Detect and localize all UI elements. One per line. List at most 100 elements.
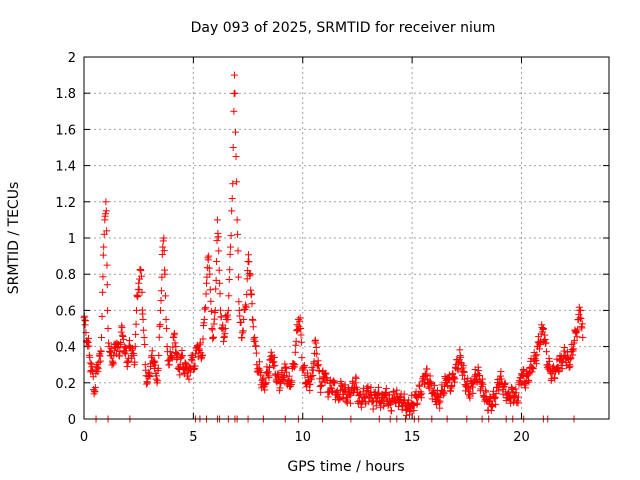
data-point (355, 391, 363, 399)
data-point (579, 334, 587, 342)
data-point (100, 243, 108, 251)
data-point (99, 251, 107, 259)
data-point (427, 380, 435, 388)
data-point (102, 198, 110, 206)
data-point (236, 312, 244, 320)
data-point (234, 230, 242, 238)
data-point (98, 334, 105, 342)
data-point (99, 273, 107, 281)
data-point (252, 349, 260, 357)
data-point (86, 359, 94, 367)
data-point (103, 227, 111, 235)
data-point (158, 273, 166, 281)
data-point (375, 389, 383, 397)
data-point (85, 342, 93, 350)
data-point (265, 374, 273, 382)
data-point (103, 281, 111, 289)
data-point (221, 324, 229, 332)
x-axis-title: GPS time / hours (287, 459, 404, 475)
data-point (212, 276, 220, 284)
data-point (87, 366, 95, 374)
data-point (454, 366, 462, 374)
data-point (174, 350, 182, 358)
data-point (469, 383, 476, 391)
data-point (104, 306, 112, 314)
data-point (578, 320, 586, 328)
data-point (367, 383, 375, 391)
y-tick-label: 1.6 (55, 123, 76, 138)
data-point (207, 307, 215, 315)
data-point (248, 300, 256, 308)
data-point (501, 379, 509, 387)
data-point (575, 310, 583, 318)
data-point (231, 71, 238, 79)
data-point (245, 251, 252, 259)
data-point (233, 216, 241, 224)
data-point (388, 407, 396, 415)
data-point (214, 233, 222, 241)
data-point (558, 365, 566, 373)
data-point (576, 314, 584, 322)
data-point (514, 393, 522, 401)
axis-ticks: 00.20.40.60.811.21.41.61.820 5 10 15 20 (55, 51, 609, 445)
data-point (153, 372, 161, 380)
data-point (400, 390, 408, 398)
data-point (191, 362, 199, 370)
data-point (512, 389, 520, 397)
data-point (210, 315, 218, 323)
data-point (139, 315, 147, 323)
data-point (140, 334, 148, 342)
data-point (217, 306, 224, 314)
data-point (126, 337, 133, 345)
data-point (316, 382, 324, 390)
data-point (312, 343, 320, 351)
data-point (231, 89, 239, 97)
data-point (430, 390, 438, 398)
plot-frame (83, 56, 610, 420)
data-point (262, 379, 270, 387)
data-point (296, 314, 304, 322)
data-point (200, 315, 208, 323)
data-point (148, 347, 156, 355)
data-point (497, 368, 505, 376)
data-point (441, 382, 448, 390)
data-point (202, 304, 210, 312)
data-point (210, 333, 217, 341)
data-point (291, 361, 299, 369)
data-point (155, 333, 163, 341)
data-point (91, 384, 99, 392)
data-point (451, 375, 459, 383)
data-point (140, 326, 148, 334)
data-point (426, 372, 434, 380)
data-point (310, 358, 318, 366)
data-point (172, 343, 180, 351)
data-point (288, 377, 296, 385)
data-point (202, 290, 210, 298)
data-point (294, 315, 302, 323)
data-point (176, 371, 184, 379)
data-points (80, 71, 587, 423)
data-point (260, 374, 268, 382)
data-point (143, 379, 151, 387)
data-point (203, 279, 210, 287)
data-point (159, 237, 167, 245)
data-point (171, 329, 179, 337)
data-point (239, 327, 247, 335)
data-point (551, 374, 559, 382)
data-point (285, 372, 293, 380)
data-point (156, 321, 164, 329)
data-point (458, 360, 466, 368)
data-point (491, 393, 499, 401)
data-point (151, 361, 159, 369)
y-tick-label: 2 (68, 51, 76, 66)
data-point (130, 351, 138, 359)
data-point (216, 290, 224, 298)
data-point (393, 386, 401, 394)
data-point (172, 349, 180, 357)
data-point (525, 378, 533, 386)
data-point (154, 364, 162, 372)
data-point (482, 388, 490, 396)
data-point (228, 195, 236, 203)
data-point (271, 362, 279, 370)
data-point (207, 297, 215, 305)
